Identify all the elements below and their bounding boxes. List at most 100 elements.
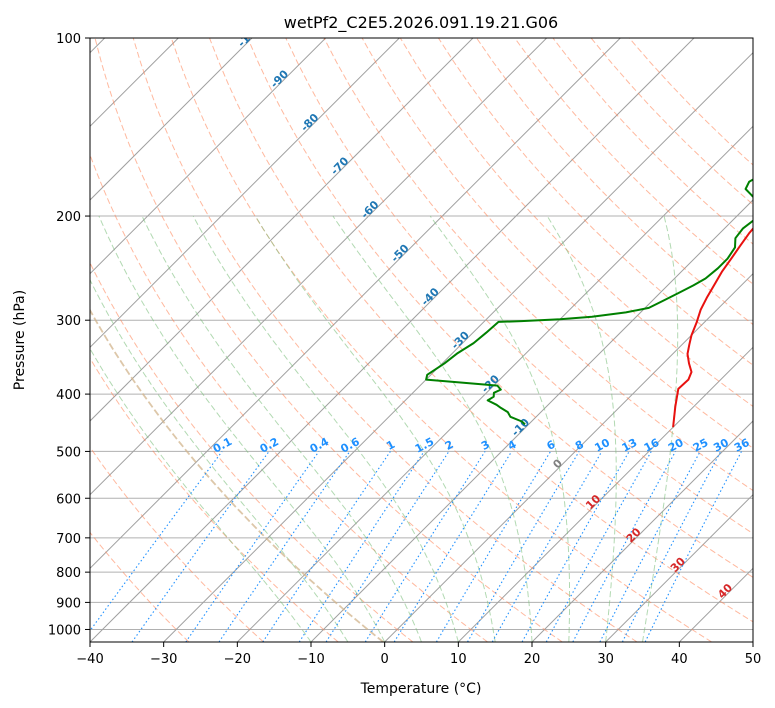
dry-adiabat <box>90 153 488 642</box>
moist-adiabat <box>332 215 533 642</box>
mixing-ratio-line <box>90 451 223 632</box>
dry-adiabat <box>90 357 339 642</box>
isotherm-label: -50 <box>388 241 411 264</box>
y-tick-label: 100 <box>56 32 81 47</box>
dry-adiabat <box>399 38 753 408</box>
moist-adiabat <box>90 278 349 642</box>
dry-adiabat <box>90 531 190 642</box>
mixing-ratio-label: 10 <box>592 436 612 455</box>
mixing-ratio-line <box>325 451 450 642</box>
mixing-ratio-label: 2 <box>443 438 456 453</box>
isotherm-line <box>752 641 753 642</box>
mixing-ratio-label: 0.2 <box>258 435 281 456</box>
background-lines <box>90 38 753 642</box>
moist-adiabat <box>90 347 312 642</box>
isotherm-line <box>605 493 753 642</box>
dry-adiabat <box>247 38 753 578</box>
isotherm-line <box>90 38 621 570</box>
isotherm-line <box>236 125 753 642</box>
temperature-profile <box>672 227 753 428</box>
mixing-ratio-line <box>131 451 270 642</box>
x-tick-label: −40 <box>76 652 103 667</box>
mixing-ratio-label: 16 <box>642 436 662 455</box>
x-tick-label: 50 <box>745 652 762 667</box>
mixing-ratio-label: 0.6 <box>338 435 362 456</box>
mixing-ratio-label: 1 <box>384 438 397 453</box>
wetbulb-label: 20 <box>624 525 644 545</box>
mixing-ratio-line <box>521 451 630 642</box>
plot-frame <box>89 37 754 643</box>
y-tick-label: 800 <box>56 566 81 581</box>
mixing-ratio-line <box>644 451 742 642</box>
dry-adiabat <box>285 38 753 535</box>
mixing-ratio-line <box>298 451 425 642</box>
moist-adiabat <box>141 215 422 642</box>
moist-adiabat <box>546 215 617 642</box>
mixing-ratio-line <box>545 451 652 642</box>
isotherm-label: -100 <box>235 21 264 50</box>
grid <box>90 38 753 642</box>
moist-adiabat <box>192 215 459 642</box>
isotherm-label: -30 <box>449 329 472 352</box>
moist-adiabat <box>642 215 679 642</box>
isotherm-label: -80 <box>298 111 321 134</box>
isotherm-label: -40 <box>419 285 442 308</box>
y-tick-label: 900 <box>56 596 81 611</box>
moist-adiabat <box>429 215 571 642</box>
mixing-ratio-label: 0.4 <box>308 435 332 456</box>
y-tick-label: 300 <box>56 314 81 329</box>
x-tick-label: 10 <box>450 652 467 667</box>
x-axis-label: Temperature (°C) <box>360 681 482 697</box>
reference-curve <box>90 308 384 642</box>
isotherm-line <box>90 38 327 275</box>
x-tick-label: 0 <box>381 652 389 667</box>
mixing-ratio-line <box>621 451 722 642</box>
mixing-ratio-label: 20 <box>666 436 686 455</box>
mixing-ratio-line <box>572 451 676 642</box>
isotherm-line <box>384 272 753 642</box>
isotherm-label: -60 <box>358 198 381 221</box>
y-tick-label: 600 <box>56 492 81 507</box>
mixing-ratio-line <box>599 451 701 642</box>
x-tick-label: −10 <box>297 652 324 667</box>
dewpoint-profile <box>425 178 753 426</box>
isotherm-line <box>310 199 753 642</box>
wetbulb-label: 40 <box>715 581 735 601</box>
wetbulb-label: 10 <box>583 492 603 512</box>
isotherm-line <box>531 420 753 642</box>
y-tick-label: 700 <box>56 532 81 547</box>
y-tick-label: 500 <box>56 445 81 460</box>
mixing-ratio-label: 4 <box>506 438 519 453</box>
isotherm-label: -70 <box>328 154 351 177</box>
mixing-ratio-label: 3 <box>479 438 492 453</box>
isotherm-label: -10 <box>509 416 532 439</box>
dry-adiabat <box>170 38 712 642</box>
x-tick-label: 20 <box>524 652 541 667</box>
mixing-ratio-label: 0.1 <box>211 435 234 456</box>
x-tick-label: −20 <box>224 652 251 667</box>
isotherm-label: -90 <box>268 67 291 90</box>
y-axis: 100 200 300 400 500 600 700 800 900 1000 <box>48 32 90 638</box>
mixing-ratio-line <box>218 451 351 642</box>
dry-adiabat <box>132 38 638 642</box>
mixing-ratio-label: 36 <box>732 436 752 455</box>
mixing-ratio-line <box>467 451 580 642</box>
moist-adiabat <box>254 215 496 642</box>
isotherm-line <box>90 38 400 349</box>
dry-adiabat <box>209 38 753 623</box>
y-axis-label: Pressure (hPa) <box>12 290 28 390</box>
y-tick-label: 200 <box>56 210 81 225</box>
x-axis: −40 −30 −20 −10 0 10 20 30 40 50 <box>76 642 761 667</box>
dry-adiabat <box>552 38 753 245</box>
isotherm-line <box>90 38 253 201</box>
profiles <box>425 178 753 428</box>
y-tick-label: 400 <box>56 388 81 403</box>
isotherm-line <box>678 567 753 642</box>
mixing-ratio-line <box>393 451 513 642</box>
isotherm-line <box>90 38 474 422</box>
mixing-ratio-label: 13 <box>620 436 640 455</box>
isotherm-line <box>90 38 548 496</box>
isotherm-line <box>90 38 695 642</box>
mixing-ratio-label: 25 <box>691 436 711 455</box>
x-tick-label: −30 <box>150 652 177 667</box>
